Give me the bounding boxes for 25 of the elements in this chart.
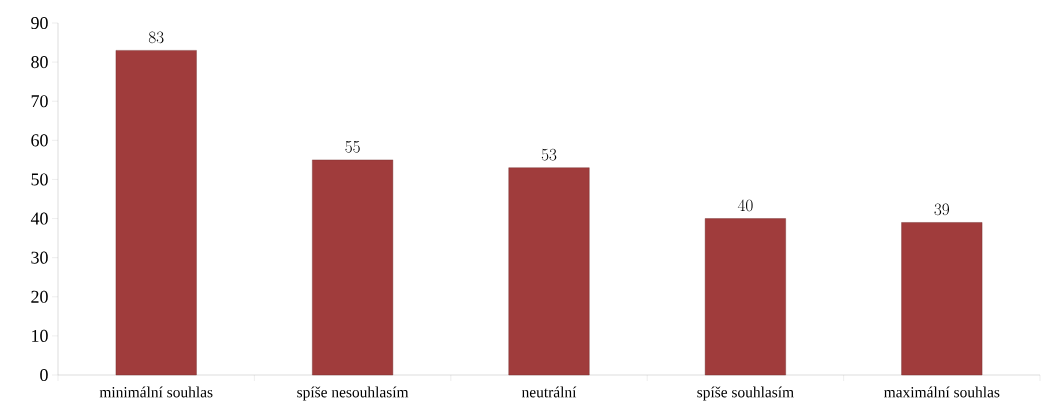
x-tick-label: spíše nesouhlasím <box>297 386 409 401</box>
y-tick-label: 70 <box>31 95 48 108</box>
y-tick-label: 10 <box>32 329 48 342</box>
y-tick-label: 0 <box>40 368 48 382</box>
data-label: 53 <box>541 148 557 161</box>
data-label: 40 <box>737 199 753 212</box>
data-label: 83 <box>148 31 164 44</box>
data-label: 39 <box>934 203 950 216</box>
y-tick-label: 80 <box>31 56 48 69</box>
bar <box>704 218 786 376</box>
data-label: 55 <box>345 141 360 153</box>
bar <box>312 159 394 376</box>
x-tick-label: spíše souhlasím <box>697 386 794 401</box>
y-tick-label: 20 <box>31 290 48 303</box>
y-tick-label: 50 <box>31 173 48 186</box>
x-tick-label: maximální souhlas <box>884 386 1000 398</box>
x-tick-label: minimální souhlas <box>99 386 213 398</box>
bar <box>508 167 590 376</box>
bar <box>901 222 983 376</box>
bar <box>115 50 197 376</box>
y-tick-label: 60 <box>31 134 48 147</box>
y-tick-label: 40 <box>30 212 48 225</box>
x-tick-label: neutrální <box>521 386 577 398</box>
y-tick-label: 30 <box>31 251 48 264</box>
y-tick-label: 90 <box>31 16 48 30</box>
